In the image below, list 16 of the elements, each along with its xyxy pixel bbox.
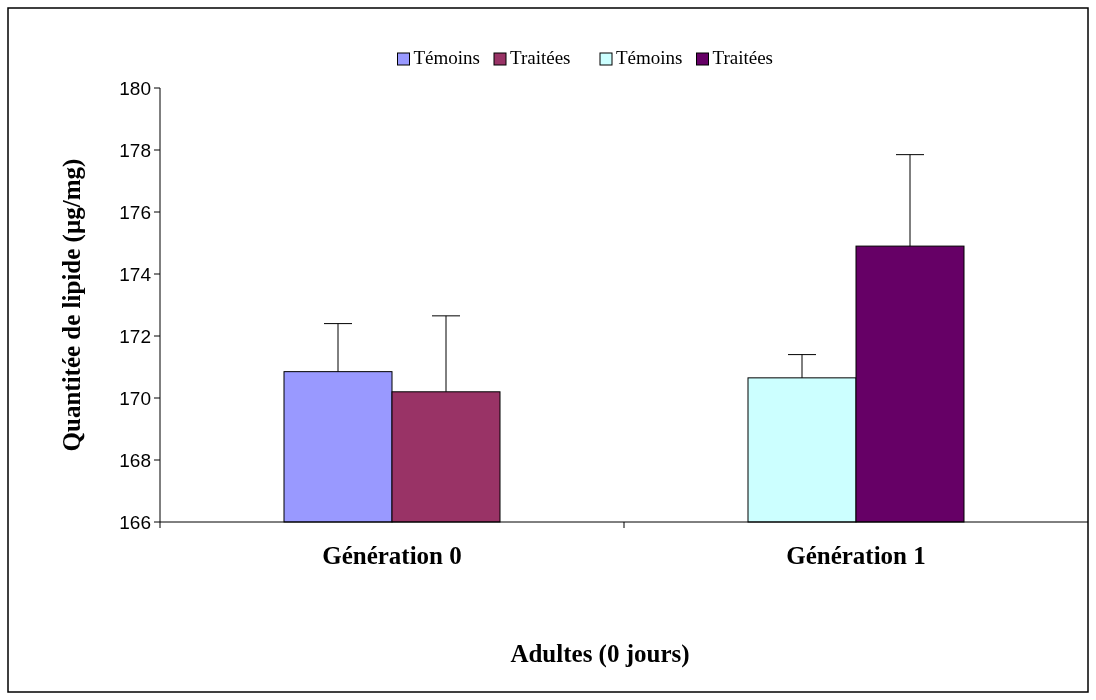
legend-label: Témoins	[616, 47, 683, 68]
y-tick-label: 172	[119, 325, 151, 347]
x-tick-label: Génération 1	[786, 542, 926, 569]
y-axis-title: Quantitée de lipide (µg/mg)	[58, 158, 86, 452]
y-tick-label: 170	[119, 387, 151, 409]
y-tick-label: 176	[119, 201, 151, 223]
x-tick-label: Génération 0	[322, 542, 462, 569]
y-tick-label: 178	[119, 139, 151, 161]
y-tick-label: 166	[119, 511, 151, 533]
legend-label: Traitées	[712, 47, 774, 68]
legend-label: Traitées	[510, 47, 571, 68]
y-tick-label: 174	[119, 263, 152, 285]
y-tick-label: 180	[119, 77, 151, 99]
x-axis-title: Adultes (0 jours)	[510, 640, 690, 668]
legend-label: Témoins	[413, 47, 480, 68]
y-tick-label: 168	[119, 449, 151, 471]
